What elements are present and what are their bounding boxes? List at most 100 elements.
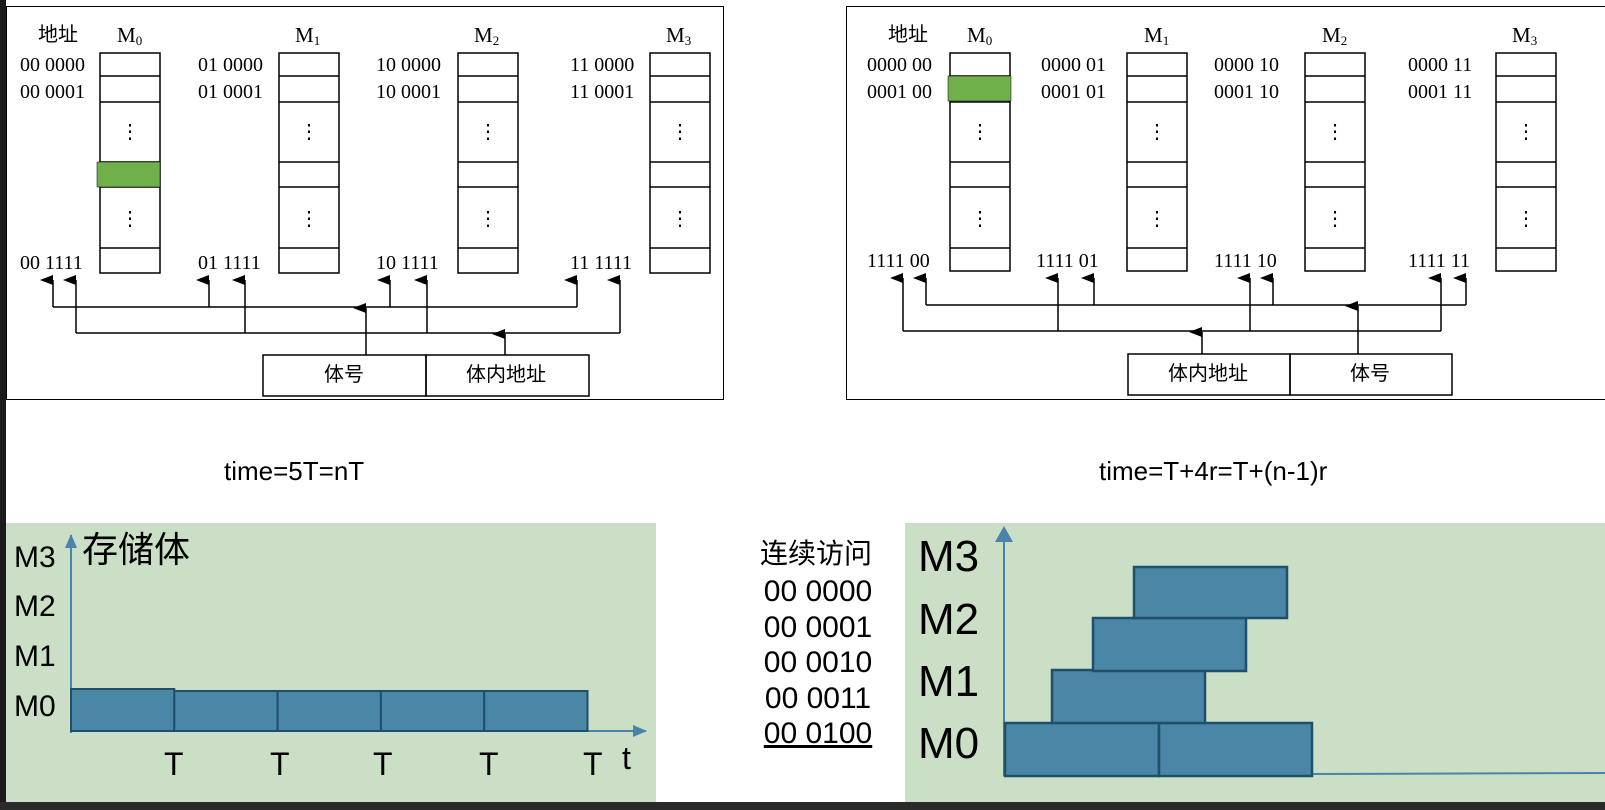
left-addr-m2-second: 10 0001 [376,81,441,103]
left-addr-m1-last: 01 1111 [198,252,261,274]
left-addr-header: 地址 [38,24,78,46]
right-module-0-ellipsis-0: ⋮ [970,121,990,143]
left-timing-tick-3: T [373,746,393,782]
left-module-1-ellipsis-1: ⋮ [299,208,319,230]
sequence-address-1: 00 0001 [763,610,873,644]
left-module-3-ellipsis-0: ⋮ [670,121,690,143]
right-module-1-ellipsis-1: ⋮ [1147,208,1167,230]
left-addr-m1-second: 01 0001 [198,81,263,103]
right-addr-m3-top: 0000 11 [1408,54,1473,76]
left-module-0-ellipsis-1: ⋮ [120,208,140,230]
right-addr-m2-top: 0000 10 [1214,54,1279,76]
right-module-2-ellipsis-0: ⋮ [1325,121,1345,143]
right-addr-m1-top: 0000 01 [1041,54,1106,76]
right-timing-bar-m1 [1050,668,1207,725]
right-module-1-ellipsis-0: ⋮ [1147,121,1167,143]
right-addr-m2-last: 1111 10 [1214,250,1277,272]
left-module-m2-label: M2 [474,23,500,48]
right-module-m2-label: M2 [1322,23,1348,48]
left-timing-bar-4 [483,690,589,732]
right-module-m3-label: M3 [1512,23,1538,48]
left-timing-bar-3 [379,690,486,732]
right-addr-header: 地址 [888,24,928,46]
right-module-3-ellipsis-0: ⋮ [1516,121,1536,143]
left-addr-m3-second: 11 0001 [570,81,635,103]
sequence-address-4: 00 0100 [763,717,873,750]
left-timing-tick-2: T [270,746,290,782]
sequence-address-0: 00 0000 [763,575,873,608]
left-timing-x-label: t [622,740,631,776]
left-module-2-ellipsis-0: ⋮ [478,121,498,143]
left-addr-m3-top: 11 0000 [570,54,635,76]
right-time-formula: time=T+4r=T+(n-1)r [1099,456,1328,486]
left-module-3-ellipsis-1: ⋮ [670,208,690,230]
left-module-2-ellipsis-1: ⋮ [478,208,498,230]
left-time-formula: time=5T=nT [224,456,365,486]
right-highlighted-cell [947,75,1012,102]
sequence-address-2: 00 0010 [763,646,873,679]
left-addr-m0-last: 00 1111 [20,252,83,274]
right-timing-label-m0: M0 [918,719,980,768]
left-timing-tick-5: T [583,746,603,782]
right-address-bus [890,273,1467,354]
right-module-3-ellipsis-1: ⋮ [1516,208,1536,230]
left-addr-m2-top: 10 0000 [376,54,441,76]
left-timing-label-m2: M2 [14,590,56,623]
right-field-offset-label: 体内地址 [1168,363,1248,385]
right-field-bank-label: 体号 [1350,363,1390,385]
left-addr-m3-last: 11 1111 [570,252,633,274]
left-module-m0-label: M0 [117,23,143,48]
right-module-2-ellipsis-1: ⋮ [1325,208,1345,230]
left-field-offset-box [425,354,590,397]
left-timing-tick-4: T [479,746,499,782]
left-highlighted-cell [96,161,161,188]
right-addr-m0-last: 1111 00 [867,250,930,272]
left-addr-m1-top: 01 0000 [198,54,263,76]
left-addr-m2-last: 10 1111 [376,252,439,274]
right-addr-m3-last: 1111 11 [1408,250,1471,272]
right-timing-bar-m3 [1132,565,1289,620]
left-timing-label-m0: M0 [14,690,56,723]
left-diagram-frame [6,6,724,400]
left-module-m1-label: M1 [295,23,321,48]
sequence-address-3: 00 0011 [764,681,872,715]
left-memory-columns: ⋮ ⋮ ⋮ ⋮ ⋮ ⋮ ⋮ ⋮ [96,52,711,274]
left-timing-label-m1: M1 [14,640,56,673]
left-address-bus [40,275,621,355]
right-field-bank-box [1289,353,1453,396]
right-timing-bar-m0-second [1157,721,1314,778]
left-timing-y-title: 存储体 [82,529,191,570]
right-timing-bar-m2 [1091,616,1248,673]
left-field-bank-label: 体号 [324,364,364,386]
left-module-1-ellipsis-0: ⋮ [299,121,319,143]
right-addr-m3-second: 0001 11 [1408,81,1473,103]
right-timing-label-m3: M3 [918,532,980,581]
right-addr-m2-second: 0001 10 [1214,81,1279,103]
right-memory-columns: ⋮ ⋮ ⋮ ⋮ ⋮ ⋮ ⋮ ⋮ [947,52,1557,272]
right-addr-m0-second: 0001 00 [867,81,932,103]
right-addr-m0-top: 0000 00 [867,54,932,76]
right-timing-y-arrowhead [995,526,1013,542]
sequence-title: 连续访问 [760,538,873,569]
left-timing-label-m3: M3 [14,541,56,574]
left-timing-tick-1: T [164,746,184,782]
right-addr-m1-second: 0001 01 [1041,81,1106,103]
right-module-m1-label: M1 [1144,23,1170,48]
left-addr-m0-second: 00 0001 [20,81,85,103]
left-module-column-3 [649,52,711,274]
left-module-0-ellipsis-0: ⋮ [120,121,140,143]
right-diagram-frame [846,6,1605,400]
left-addr-m0-top: 00 0000 [20,54,85,76]
sequence-address-list: 00 0000 00 0001 00 0010 00 0011 00 0100 [763,574,873,752]
left-module-m3-label: M3 [666,23,692,48]
window-left-edge [0,0,6,810]
right-addr-m1-last: 1111 01 [1036,250,1099,272]
right-timing-bar-m0-first [1003,721,1161,778]
left-module-column-2 [457,52,519,274]
left-module-column-1 [278,52,340,274]
window-bottom-edge [0,802,1605,810]
right-module-m0-label: M0 [967,23,993,48]
